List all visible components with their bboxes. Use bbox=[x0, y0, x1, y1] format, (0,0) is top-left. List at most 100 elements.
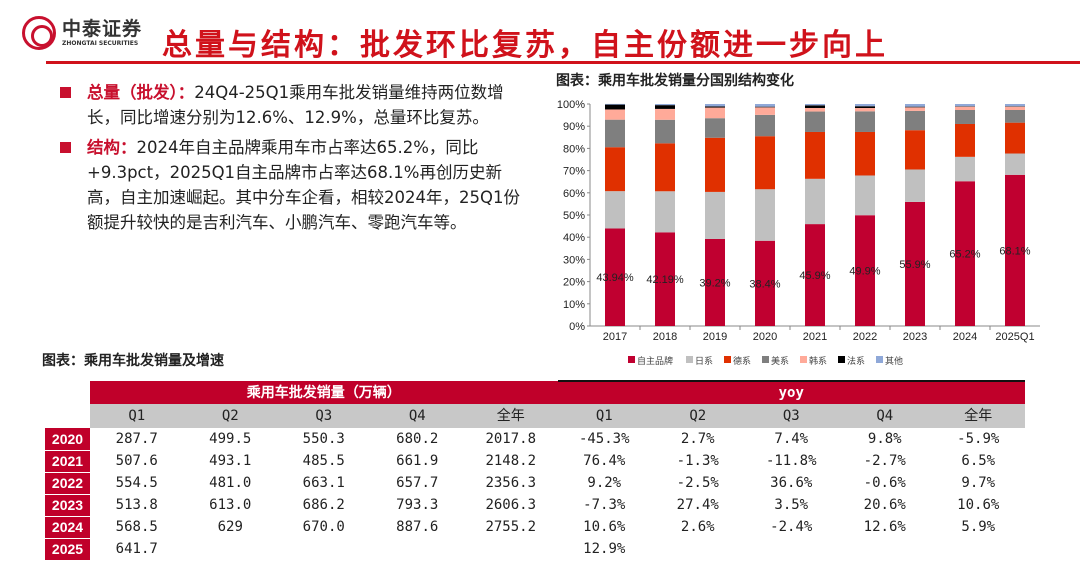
table-cell: -45.3% bbox=[558, 428, 652, 450]
bar-segment bbox=[905, 104, 925, 107]
y-tick-label: 40% bbox=[563, 232, 585, 244]
table-cell: 3.5% bbox=[745, 494, 839, 516]
table-cell: 2.7% bbox=[651, 428, 745, 450]
data-label: 38.4% bbox=[749, 278, 780, 290]
table-cell: -2.5% bbox=[651, 472, 745, 494]
table-cell: 613.0 bbox=[184, 494, 278, 516]
bar-segment bbox=[755, 136, 775, 189]
row-year: 2025 bbox=[45, 538, 90, 560]
table-cell: 2356.3 bbox=[464, 472, 558, 494]
column-header: Q3 bbox=[745, 404, 839, 428]
data-label: 65.2% bbox=[949, 249, 980, 261]
table-cell: 670.0 bbox=[277, 516, 371, 538]
table-cell: 9.2% bbox=[558, 472, 652, 494]
bar-segment bbox=[1005, 104, 1025, 106]
row-year: 2023 bbox=[45, 494, 90, 516]
table-cell: 2148.2 bbox=[464, 450, 558, 472]
y-tick-label: 100% bbox=[557, 99, 585, 111]
table-cell: -1.3% bbox=[651, 450, 745, 472]
data-label: 39.2% bbox=[699, 277, 730, 289]
table-cell: 36.6% bbox=[745, 472, 839, 494]
table-cell bbox=[932, 538, 1026, 560]
table-cell: 27.4% bbox=[651, 494, 745, 516]
table-cell: 9.8% bbox=[838, 428, 932, 450]
table-cell bbox=[651, 538, 745, 560]
bar-segment bbox=[755, 189, 775, 241]
legend-swatch bbox=[800, 356, 807, 363]
table-cell bbox=[184, 538, 278, 560]
y-tick-label: 30% bbox=[563, 254, 585, 266]
group-header-sales: 乘用车批发销量（万辆） bbox=[90, 381, 558, 404]
bar-segment bbox=[955, 157, 975, 181]
bar-segment bbox=[605, 191, 625, 228]
bar-segment bbox=[755, 107, 775, 115]
bar-segment bbox=[655, 109, 675, 120]
bar-segment bbox=[905, 111, 925, 130]
table-cell bbox=[745, 538, 839, 560]
table-cell: -5.9% bbox=[932, 428, 1026, 450]
table-cell: 507.6 bbox=[90, 450, 184, 472]
data-label: 55.9% bbox=[899, 259, 930, 271]
bar-segment bbox=[1005, 107, 1025, 110]
bar-segment bbox=[755, 107, 775, 108]
bar-segment bbox=[705, 118, 725, 138]
bar-segment bbox=[905, 130, 925, 169]
bar-segment bbox=[805, 179, 825, 224]
y-tick-label: 90% bbox=[563, 121, 585, 133]
legend-label: 美系 bbox=[771, 355, 789, 366]
x-tick-label: 2017 bbox=[603, 331, 627, 343]
table-cell: -11.8% bbox=[745, 450, 839, 472]
bar-segment bbox=[705, 104, 725, 106]
table-cell: 6.5% bbox=[932, 450, 1026, 472]
table-cell: 76.4% bbox=[558, 450, 652, 472]
legend-label: 韩系 bbox=[809, 355, 827, 366]
table-cell: 2606.3 bbox=[464, 494, 558, 516]
legend-swatch bbox=[838, 356, 845, 363]
bar-segment bbox=[605, 147, 625, 191]
x-tick-label: 2024 bbox=[953, 331, 977, 343]
legend-label: 德系 bbox=[733, 355, 751, 366]
bar-segment bbox=[655, 191, 675, 232]
bar-segment bbox=[1005, 123, 1025, 154]
table-cell: -2.4% bbox=[745, 516, 839, 538]
bar-segment bbox=[805, 105, 825, 108]
y-tick-label: 80% bbox=[563, 143, 585, 155]
table-cell: 485.5 bbox=[277, 450, 371, 472]
x-tick-label: 2020 bbox=[753, 331, 777, 343]
table-cell: 493.1 bbox=[184, 450, 278, 472]
bar-segment bbox=[655, 143, 675, 191]
legend-swatch bbox=[628, 356, 635, 363]
bar-segment bbox=[955, 107, 975, 110]
bar-segment bbox=[1005, 110, 1025, 123]
table-cell: 499.5 bbox=[184, 428, 278, 450]
bar-segment bbox=[655, 105, 675, 109]
bar-segment bbox=[605, 104, 625, 105]
bar-segment bbox=[755, 104, 775, 107]
table-cell: 2.6% bbox=[651, 516, 745, 538]
bar-segment bbox=[655, 104, 675, 105]
legend-label: 自主品牌 bbox=[637, 355, 673, 366]
table-cell bbox=[371, 538, 465, 560]
x-tick-label: 2025Q1 bbox=[995, 331, 1034, 343]
bar-segment bbox=[855, 106, 875, 108]
bar-segment bbox=[705, 106, 725, 107]
table-cell: 10.6% bbox=[558, 516, 652, 538]
bar-segment bbox=[855, 175, 875, 215]
table-cell: 20.6% bbox=[838, 494, 932, 516]
table-cell: 7.4% bbox=[745, 428, 839, 450]
table-cell: 793.3 bbox=[371, 494, 465, 516]
bar-segment bbox=[805, 112, 825, 132]
table-cell: 680.2 bbox=[371, 428, 465, 450]
group-header-yoy: yoy bbox=[558, 381, 1026, 404]
table-title: 图表：乘用车批发销量及增速 bbox=[42, 350, 224, 370]
bar-segment bbox=[705, 138, 725, 192]
table-cell: 554.5 bbox=[90, 472, 184, 494]
bar-segment bbox=[955, 104, 975, 106]
legend-label: 法系 bbox=[847, 355, 865, 366]
x-tick-label: 2023 bbox=[903, 331, 927, 343]
